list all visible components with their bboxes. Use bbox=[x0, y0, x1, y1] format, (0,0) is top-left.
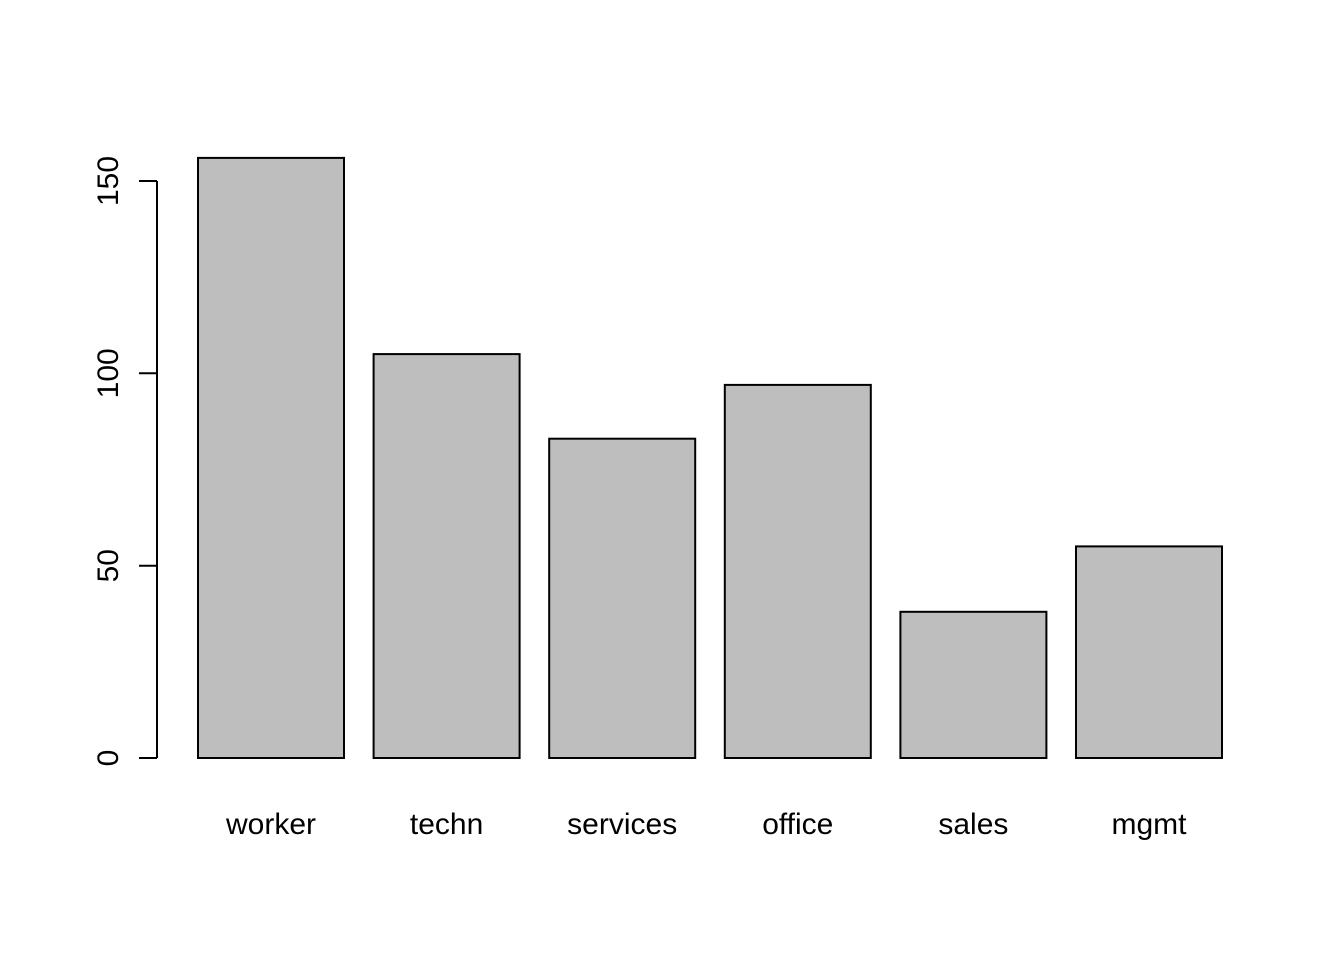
category-label-mgmt: mgmt bbox=[1112, 808, 1188, 841]
y-tick-label-50: 50 bbox=[92, 549, 125, 582]
bar-office bbox=[723, 383, 872, 759]
category-label-services: services bbox=[567, 808, 677, 841]
category-label-worker: worker bbox=[225, 808, 316, 841]
bar-sales bbox=[899, 610, 1048, 759]
bar-mgmt bbox=[1075, 545, 1223, 760]
bar-services bbox=[548, 437, 697, 759]
bars-group bbox=[197, 156, 1223, 760]
y-tick-label-0: 0 bbox=[92, 750, 125, 767]
y-tick-label-100: 100 bbox=[92, 348, 125, 398]
category-label-sales: sales bbox=[938, 808, 1008, 841]
category-label-office: office bbox=[762, 808, 833, 841]
bar-worker bbox=[197, 156, 345, 759]
y-axis: 0 50 100 150 bbox=[92, 156, 158, 767]
y-tick-label-150: 150 bbox=[92, 156, 125, 206]
category-labels: worker techn services office sales mgmt bbox=[225, 808, 1187, 841]
category-label-techn: techn bbox=[410, 808, 483, 841]
bar-techn bbox=[372, 353, 521, 759]
